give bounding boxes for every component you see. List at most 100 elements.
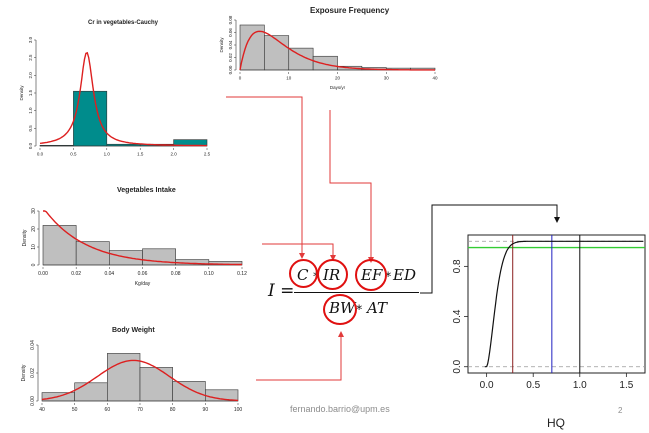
x-axis-label: Kg/day — [135, 281, 151, 287]
page-number: 2 — [618, 406, 623, 415]
intake-chart-panel: Vegetables Intake 0.00 0.02 0.04 0.06 0.08 0.… — [0, 185, 250, 300]
formula-ed: ED — [393, 266, 416, 284]
x-tick-label: 1.0 — [104, 152, 111, 157]
x-tick-label: 70 — [137, 407, 143, 413]
x-tick-label: 0.5 — [70, 152, 77, 157]
x-tick-label: 80 — [170, 407, 176, 413]
cr-chart-title: Cr in vegetables-Cauchy — [88, 20, 159, 26]
y-tick-label: 0.04 — [228, 40, 233, 49]
y-tick-label: 0.0 — [28, 142, 33, 149]
exposure-chart: 0 10 20 30 40 0.00 0.02 0.04 0.06 0.08 Density Days… — [219, 15, 438, 90]
y-tick-label: 0.00 — [228, 65, 233, 74]
cr-chart-panel: Cr in vegetables-Cauchy 0.0 0.5 1.0 1.5 2.0 2… — [0, 18, 215, 158]
y-tick-label: 0.00 — [30, 396, 36, 406]
x-tick-label: 0.12 — [237, 271, 247, 277]
y-tick-label: 3.0 — [28, 36, 33, 43]
x-tick-label: 0.00 — [38, 271, 48, 277]
fraction-bar — [294, 292, 419, 294]
x-tick-label: 40 — [432, 76, 438, 81]
density-curve — [41, 359, 239, 402]
x-tick-label: 20 — [335, 76, 341, 81]
histogram-bar — [264, 35, 290, 71]
hq-chart: 0.0 0.5 1.0 1.5 0.0 0.4 0.8 — [452, 234, 646, 391]
x-tick-label: 1.0 — [573, 380, 587, 391]
ring-ir — [317, 259, 348, 290]
x-tick-label: 0.5 — [526, 380, 540, 391]
y-axis-label: Density — [19, 85, 24, 101]
y-tick-label: 0.02 — [228, 53, 233, 62]
arrow-bodyweight-to-bw — [256, 331, 344, 381]
formula-op3: ∗ — [355, 300, 364, 314]
y-axis-label: Density — [219, 37, 224, 53]
bodyweight-chart: 40 50 60 70 80 90 100 0.00 0.02 0.04 Density — [21, 340, 243, 413]
density-curve — [39, 51, 207, 147]
intake-chart: 0.00 0.02 0.04 0.06 0.08 0.10 0.12 0 10 20 30 Densi… — [22, 208, 247, 287]
formula-lhs: I = — [268, 281, 295, 301]
cr-chart: 0.0 0.5 1.0 1.5 2.0 2.5 0.0 0.5 1.0 1.5 2.0 2.5 3.0 D… — [19, 36, 211, 157]
intake-chart-title: Vegetables Intake — [117, 187, 176, 194]
x-tick-label: 0.0 — [37, 152, 44, 157]
y-tick-label: 0.0 — [452, 359, 463, 373]
x-axis-label: Days/yr — [330, 85, 346, 90]
footer-email: fernando.barrio@upm.es — [290, 404, 390, 414]
histogram-bar — [42, 225, 77, 266]
x-tick-label: 1.5 — [137, 152, 144, 157]
y-tick-label: 0.5 — [28, 125, 33, 132]
y-tick-label: 0 — [31, 263, 37, 266]
x-tick-label: 0.02 — [71, 271, 81, 277]
x-tick-label: 50 — [72, 407, 78, 413]
y-tick-label: 0.8 — [452, 259, 463, 273]
y-tick-label: 2.5 — [28, 54, 33, 61]
y-tick-label: 0.02 — [30, 368, 36, 378]
y-tick-label: 0.06 — [228, 28, 233, 37]
y-axis-label: Density — [21, 364, 27, 381]
x-tick-label: 0.10 — [204, 271, 214, 277]
exposure-chart-title: Exposure Frequency — [310, 6, 390, 15]
hazard-index-formula: I = C ∗ IR EF ∗ ED BW ∗ AT — [268, 255, 430, 325]
formula-at: AT — [367, 299, 388, 317]
x-tick-label: 2.5 — [204, 152, 211, 157]
histogram-bar — [312, 55, 338, 71]
y-tick-label: 1.5 — [28, 89, 33, 96]
y-tick-label: 0.08 — [228, 15, 233, 24]
ring-bw — [323, 294, 357, 325]
bodyweight-chart-title: Body Weight — [112, 327, 155, 334]
x-tick-label: 100 — [234, 407, 243, 413]
histogram-bar — [75, 241, 110, 266]
x-tick-label: 0.08 — [171, 271, 181, 277]
x-tick-label: 0.0 — [480, 380, 494, 391]
exposure-chart-panel: Exposure Frequency 0 10 20 30 40 0.00 0.02 0.04… — [205, 0, 445, 105]
hq-chart-panel: 0.0 0.5 1.0 1.5 0.0 0.4 0.8 — [440, 225, 649, 415]
y-tick-label: 20 — [31, 226, 37, 232]
bodyweight-chart-panel: Body Weight 40 50 60 70 80 90 100 0.00 0.02 0.04 D… — [0, 325, 245, 433]
y-axis-label: Density — [22, 229, 28, 246]
y-tick-label: 2.0 — [28, 72, 33, 79]
density-curve — [43, 210, 242, 266]
ring-c — [289, 259, 318, 288]
y-tick-label: 30 — [31, 208, 37, 214]
hq-axis-label: HQ — [547, 416, 565, 430]
formula-op2: ∗ — [384, 267, 393, 281]
histogram-bar — [74, 382, 108, 402]
y-tick-label: 10 — [31, 244, 37, 250]
x-tick-label: 0 — [239, 76, 242, 81]
x-tick-label: 2.0 — [170, 152, 177, 157]
x-tick-label: 90 — [203, 407, 209, 413]
density-curve — [239, 30, 436, 71]
y-tick-label: 0.04 — [30, 340, 36, 350]
x-tick-label: 0.04 — [104, 271, 114, 277]
y-tick-label: 1.0 — [28, 107, 33, 114]
ring-ef — [355, 259, 387, 291]
x-tick-label: 40 — [39, 407, 45, 413]
arrow-exposure-to-ef — [329, 110, 374, 263]
y-tick-label: 0.4 — [452, 309, 463, 323]
x-tick-label: 60 — [105, 407, 111, 413]
x-tick-label: 30 — [384, 76, 390, 81]
x-tick-label: 10 — [286, 76, 292, 81]
histogram-bar — [139, 367, 173, 402]
plot-frame — [467, 234, 646, 374]
x-tick-label: 0.06 — [138, 271, 148, 277]
histogram-bar — [172, 381, 206, 402]
x-tick-label: 1.5 — [619, 380, 633, 391]
